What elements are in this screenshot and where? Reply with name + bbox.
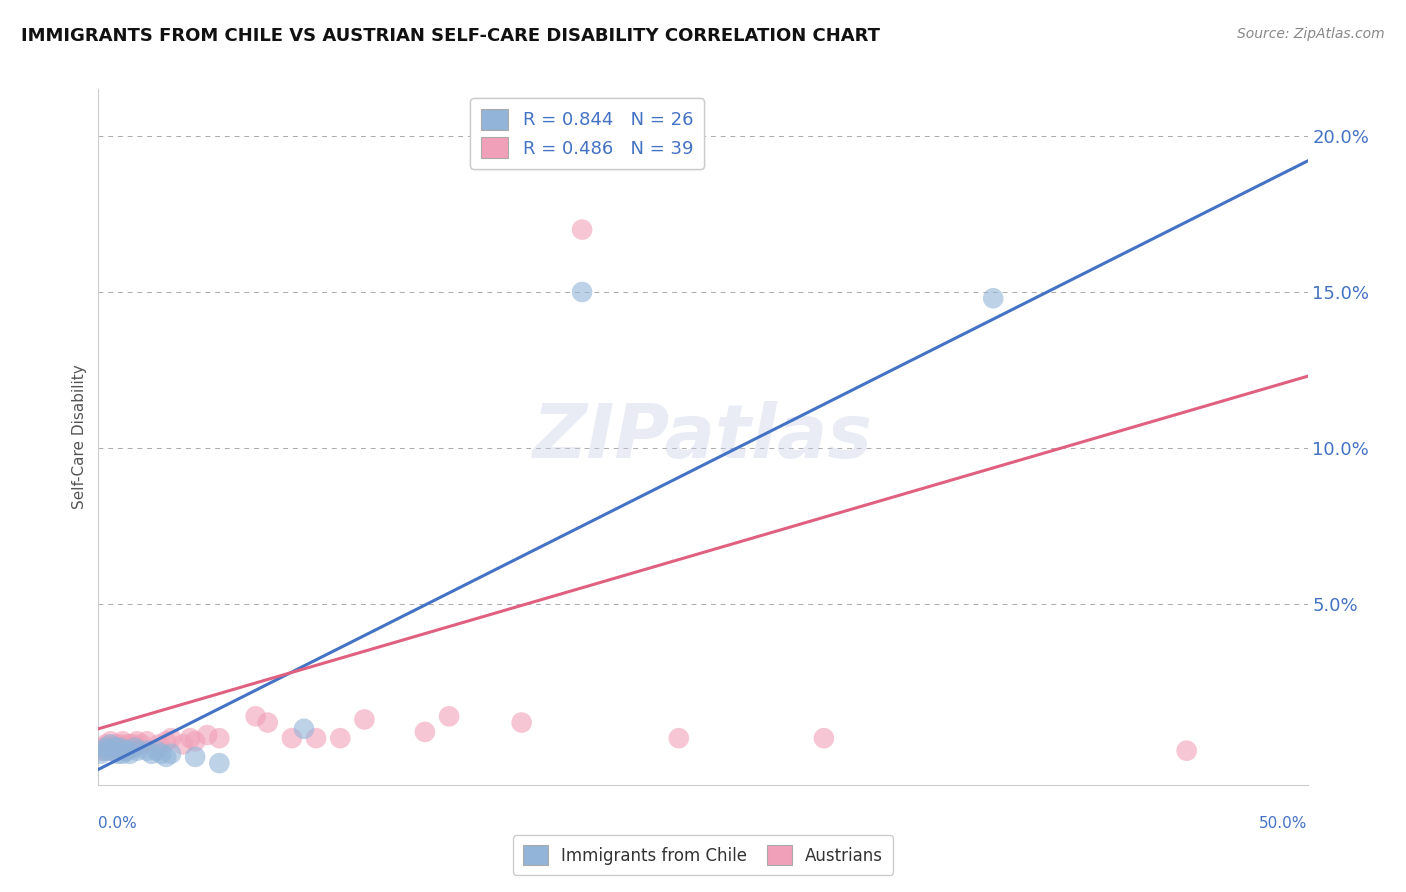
Point [256, 715, 278, 730]
Point [145, 744, 167, 758]
Point [97, 744, 120, 758]
Y-axis label: Self-Care Disability: Self-Care Disability [72, 365, 87, 509]
Point [107, 744, 129, 758]
Point [195, 728, 218, 742]
Point [127, 734, 149, 748]
Point [91, 740, 114, 755]
Point [172, 738, 194, 752]
Text: Source: ZipAtlas.com: Source: ZipAtlas.com [1237, 27, 1385, 41]
Point [160, 731, 183, 746]
Point [148, 738, 170, 752]
Point [292, 722, 315, 736]
Point [208, 756, 231, 771]
Point [108, 740, 131, 755]
Point [111, 747, 134, 761]
Point [571, 222, 593, 236]
Point [184, 734, 207, 748]
Point [111, 734, 134, 748]
Point [94, 738, 117, 752]
Point [135, 734, 157, 748]
Text: 0.0%: 0.0% [98, 816, 138, 831]
Point [124, 740, 146, 755]
Point [141, 747, 163, 761]
Point [114, 744, 136, 758]
Point [135, 744, 157, 758]
Point [245, 709, 267, 723]
Legend: R = 0.844   N = 26, R = 0.486   N = 39: R = 0.844 N = 26, R = 0.486 N = 39 [470, 98, 704, 169]
Point [150, 747, 173, 761]
Point [91, 744, 114, 758]
Point [179, 731, 201, 746]
Point [155, 734, 177, 748]
Point [571, 285, 593, 299]
Point [124, 738, 146, 752]
Point [114, 740, 136, 755]
Point [813, 731, 835, 746]
Point [127, 744, 149, 758]
Point [90, 744, 112, 758]
Point [1175, 744, 1198, 758]
Point [353, 713, 375, 727]
Point [329, 731, 352, 746]
Point [118, 747, 141, 761]
Text: 50.0%: 50.0% [1260, 816, 1308, 831]
Point [305, 731, 328, 746]
Point [668, 731, 690, 746]
Point [108, 738, 131, 752]
Point [155, 750, 177, 764]
Point [117, 744, 139, 758]
Point [101, 744, 124, 758]
Point [107, 747, 129, 761]
Text: ZIPatlas: ZIPatlas [533, 401, 873, 474]
Point [100, 734, 122, 748]
Point [90, 747, 112, 761]
Point [121, 740, 143, 755]
Point [437, 709, 460, 723]
Point [94, 740, 117, 755]
Point [97, 744, 120, 758]
Point [981, 291, 1004, 305]
Point [101, 740, 124, 755]
Point [281, 731, 304, 746]
Point [131, 738, 153, 752]
Point [160, 747, 183, 761]
Point [104, 738, 127, 752]
Point [510, 715, 533, 730]
Point [208, 731, 231, 746]
Point [413, 725, 436, 739]
Point [184, 750, 207, 764]
Point [104, 740, 127, 755]
Point [117, 738, 139, 752]
Legend: Immigrants from Chile, Austrians: Immigrants from Chile, Austrians [513, 836, 893, 875]
Point [118, 738, 141, 752]
Text: IMMIGRANTS FROM CHILE VS AUSTRIAN SELF-CARE DISABILITY CORRELATION CHART: IMMIGRANTS FROM CHILE VS AUSTRIAN SELF-C… [21, 27, 880, 45]
Point [100, 738, 122, 752]
